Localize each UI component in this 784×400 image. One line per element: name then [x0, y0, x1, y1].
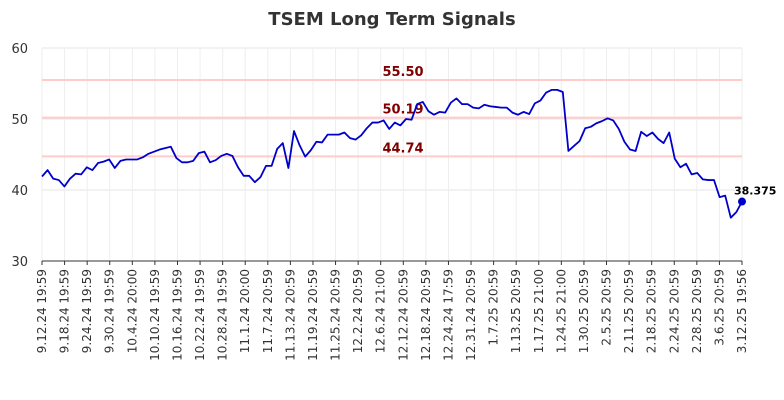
x-tick-label: 2.24.25 20:59: [667, 269, 681, 353]
price-line: [41, 88, 743, 219]
x-tick-label: 12.24.24 17:59: [441, 269, 455, 361]
x-tick-label: 9.24.24 19:59: [80, 269, 94, 353]
x-tick-label: 1.7.25 20:59: [487, 269, 501, 346]
x-tick-label: 10.28.24 19:59: [216, 269, 230, 361]
last-value-label: 38.375: [734, 185, 776, 198]
x-tick-label: 12.2.24 20:59: [351, 269, 365, 353]
x-tick-label: 2.11.25 20:59: [622, 269, 636, 353]
x-tick-label: 2.18.25 20:59: [645, 269, 659, 353]
x-tick-label: 3.6.25 20:59: [712, 269, 726, 346]
x-tick-label: 9.12.24 19:59: [35, 269, 49, 353]
x-tick-label: 10.10.24 19:59: [148, 269, 162, 361]
chart-title: TSEM Long Term Signals: [268, 9, 515, 30]
x-tick-label: 2.28.25 20:59: [690, 269, 704, 353]
y-tick-label: 60: [11, 42, 28, 57]
reference-line-label: 55.50: [382, 65, 423, 80]
x-tick-label: 1.13.25 20:59: [509, 269, 523, 353]
reference-line-label: 44.74: [382, 141, 423, 156]
x-tick-label: 11.13.24 20:59: [283, 269, 297, 361]
axes: 30 40 50 60 9.12.24 19:59 9.18.24 19:59 9.24.2…: [11, 42, 749, 361]
x-tick-label: 1.30.25 20:59: [577, 269, 591, 353]
y-tick-label: 50: [11, 113, 28, 128]
x-tick-label: 11.19.24 20:59: [306, 269, 320, 361]
x-tick-label: 3.12.25 19:56: [735, 269, 749, 353]
series: 38.375: [41, 88, 776, 219]
x-tick-label: 10.22.24 19:59: [193, 269, 207, 361]
y-tick-label: 40: [11, 184, 28, 199]
x-tick-label: 12.31.24 20:59: [464, 269, 478, 361]
x-tick-label: 9.30.24 19:59: [103, 269, 117, 353]
x-tick-label: 10.16.24 19:59: [170, 269, 184, 361]
x-tick-label: 9.18.24 19:59: [58, 269, 72, 353]
x-tick-label: 12.18.24 20:59: [419, 269, 433, 361]
x-tick-label: 12.12.24 20:59: [396, 269, 410, 361]
x-tick-label: 11.7.24 20:59: [261, 269, 275, 353]
y-tick-label: 30: [11, 255, 28, 270]
x-tick-label: 1.17.25 21:00: [532, 269, 546, 353]
x-tick-label: 12.6.24 21:00: [374, 269, 388, 353]
x-tick-label: 1.24.25 21:00: [554, 269, 568, 353]
last-value-point: [738, 197, 746, 206]
x-tick-label: 2.5.25 20:59: [600, 269, 614, 346]
x-tick-label: 10.4.24 20:00: [125, 269, 139, 353]
x-tick-label: 11.25.24 20:59: [329, 269, 343, 361]
x-tick-label: 11.1.24 20:00: [238, 269, 252, 353]
